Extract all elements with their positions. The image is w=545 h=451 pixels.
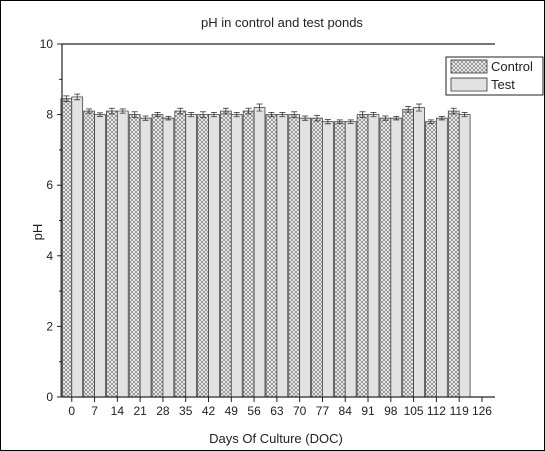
x-tick-label: 84 — [339, 404, 353, 418]
bar-test — [71, 96, 84, 398]
y-ticks-group: 0 2 4 6 8 10 — [40, 37, 62, 404]
chart-title: pH in control and test ponds — [201, 15, 363, 30]
bar-test — [413, 107, 425, 398]
x-tick-label: 28 — [156, 404, 170, 418]
bar-test — [230, 114, 243, 398]
bar-control — [242, 110, 255, 398]
y-axis-label: pH — [30, 224, 45, 241]
bar-control — [379, 117, 392, 398]
x-tick-label: 0 — [68, 404, 75, 418]
bar-test — [276, 114, 289, 398]
bar-control — [402, 108, 415, 398]
y-tick-label: 8 — [46, 108, 53, 122]
bar-control — [425, 121, 437, 398]
legend: Control Test — [445, 56, 544, 96]
bar-control — [447, 110, 460, 398]
bar-control — [356, 114, 369, 398]
bar-test — [367, 114, 380, 398]
legend-swatch-control — [450, 59, 488, 74]
x-tick-label: 7 — [91, 404, 98, 418]
bar-control — [288, 114, 301, 398]
x-ticks-group: 0 7 14 21 28 35 42 49 56 63 70 77 84 91 98 105 112 119 126 — [68, 397, 492, 418]
x-tick-label: 98 — [384, 404, 398, 418]
legend-label-control: Control — [491, 59, 533, 74]
bar-test — [458, 114, 471, 398]
bar-test — [322, 121, 334, 398]
x-tick-label: 35 — [179, 404, 193, 418]
y-tick-label: 4 — [46, 249, 53, 263]
bar-control — [83, 110, 95, 398]
bar-control — [265, 114, 278, 398]
bar-test — [435, 117, 448, 398]
x-tick-label: 105 — [404, 404, 424, 418]
bar-test — [344, 121, 357, 398]
bar-test — [253, 107, 266, 398]
bar-test — [208, 114, 220, 398]
x-tick-label: 42 — [202, 404, 216, 418]
legend-swatch-test — [450, 77, 488, 92]
y-tick-label: 6 — [46, 178, 53, 192]
x-tick-label: 112 — [427, 404, 446, 418]
error-bars-group — [63, 93, 468, 125]
bars-group — [60, 96, 471, 398]
x-tick-label: 70 — [293, 404, 307, 418]
bar-test — [139, 117, 152, 398]
x-tick-label: 49 — [225, 404, 239, 418]
bar-test — [94, 114, 106, 398]
x-tick-label: 56 — [247, 404, 261, 418]
x-axis-label: Days Of Culture (DOC) — [209, 431, 343, 446]
bar-control — [106, 110, 118, 398]
x-tick-label: 14 — [111, 404, 125, 418]
x-tick-label: 21 — [133, 404, 147, 418]
bar-test — [299, 117, 311, 398]
bar-test — [185, 114, 198, 398]
legend-label-test: Test — [491, 77, 515, 92]
bar-control — [151, 114, 164, 398]
y-tick-label: 0 — [46, 390, 53, 404]
bar-test — [390, 117, 403, 398]
x-tick-label: 77 — [316, 404, 330, 418]
y-tick-label: 10 — [40, 37, 54, 51]
bar-control — [333, 121, 346, 398]
bar-control — [128, 114, 141, 398]
x-tick-label: 126 — [472, 404, 492, 418]
bar-test — [116, 110, 129, 398]
bar-control — [174, 110, 187, 398]
x-tick-label: 63 — [270, 404, 284, 418]
x-tick-label: 119 — [450, 404, 469, 418]
bar-test — [162, 117, 175, 398]
bar-control — [219, 110, 232, 398]
bar-control — [197, 114, 209, 398]
bar-control — [311, 117, 323, 398]
y-tick-label: 2 — [46, 319, 53, 333]
x-tick-label: 91 — [361, 404, 375, 418]
